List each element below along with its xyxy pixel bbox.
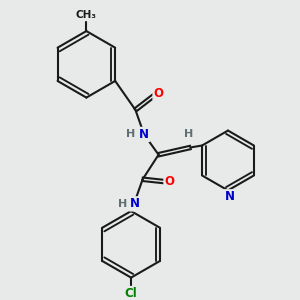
- Text: H: H: [127, 130, 136, 140]
- Text: N: N: [224, 190, 234, 203]
- Text: Cl: Cl: [125, 287, 137, 300]
- Text: N: N: [130, 197, 140, 210]
- Text: N: N: [139, 128, 149, 141]
- Text: H: H: [184, 130, 194, 140]
- Text: O: O: [164, 175, 175, 188]
- Text: H: H: [118, 199, 127, 209]
- Text: O: O: [154, 87, 164, 100]
- Text: CH₃: CH₃: [76, 10, 97, 20]
